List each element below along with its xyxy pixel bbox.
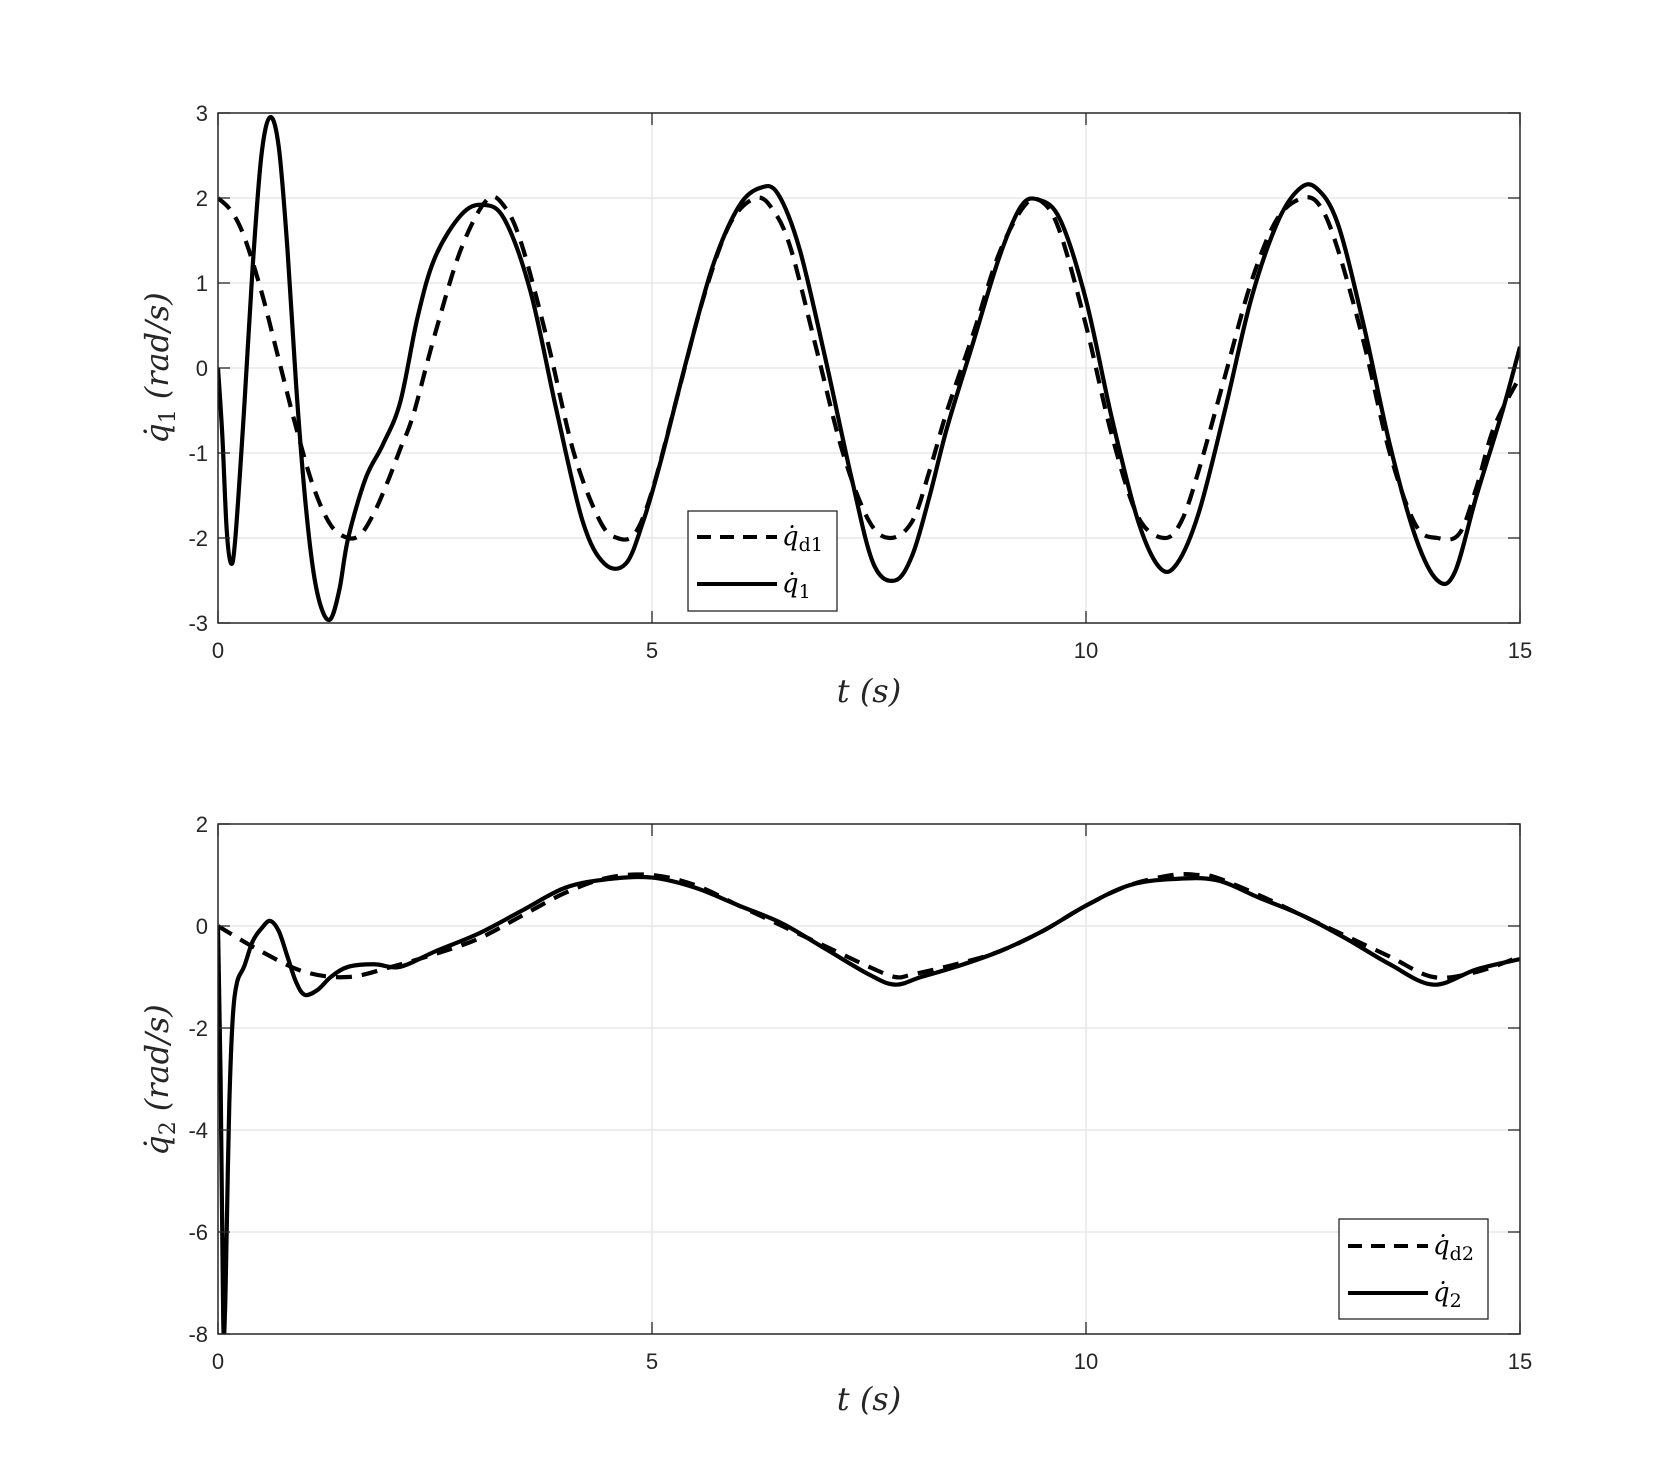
bottom-y-tick-label: -8 [188, 1322, 208, 1347]
top-x-tick-label: 5 [646, 638, 658, 663]
bottom-series-layer [218, 872, 1520, 1334]
top-series-desired-line [218, 194, 1520, 542]
bottom-legend-label-desired: q̇d2 [1433, 1231, 1474, 1265]
bottom-y-axis-label: q̇2(rad/s) [138, 1004, 181, 1156]
top-chart-panel: 0 5 10 15 -3 -2 -1 0 1 2 3 t (s) q̇1(rad/s) q̇d1 q… [138, 101, 1532, 710]
bottom-x-tick-label: 10 [1074, 1349, 1098, 1374]
top-legend-label-actual: q̇1 [782, 569, 811, 603]
bottom-y-tick-label: 2 [196, 812, 208, 837]
top-y-tick-label: -2 [188, 526, 208, 551]
bottom-x-tick-label: 15 [1508, 1349, 1532, 1374]
top-y-tick-label: 3 [196, 101, 208, 126]
bottom-axes-frame [217, 823, 1521, 1335]
bottom-ticks [217, 823, 1521, 1335]
bottom-chart-panel: 0 5 10 15 -8 -6 -4 -2 0 2 t (s) q̇2(rad/s) q̇d2 q… [138, 812, 1532, 1418]
top-series-layer [218, 115, 1520, 623]
bottom-x-tick-label: 5 [646, 1349, 658, 1374]
bottom-series-actual-line [218, 874, 1520, 1334]
top-x-tick-label: 15 [1508, 638, 1532, 663]
top-tick-labels: 0 5 10 15 -3 -2 -1 0 1 2 3 [188, 101, 1532, 663]
top-x-tick-label: 10 [1074, 638, 1098, 663]
bottom-x-tick-label: 0 [212, 1349, 224, 1374]
top-x-axis-label: t (s) [837, 672, 901, 710]
bottom-x-axis-label: t (s) [837, 1380, 901, 1418]
top-y-tick-label: 1 [196, 271, 208, 296]
bottom-plot-area [218, 824, 1520, 1334]
top-legend-box [687, 510, 838, 612]
bottom-y-tick-label: 0 [196, 914, 208, 939]
top-series-actual-line [218, 115, 1520, 623]
top-legend-label-desired: q̇d1 [782, 522, 823, 556]
bottom-grid [218, 824, 1520, 1334]
bottom-y-tick-label: -4 [188, 1118, 208, 1143]
top-y-tick-label: 2 [196, 186, 208, 211]
top-y-tick-label: 0 [196, 356, 208, 381]
top-x-tick-label: 0 [212, 638, 224, 663]
top-y-axis-label: q̇1(rad/s) [138, 292, 181, 444]
bottom-legend-box [1338, 1218, 1489, 1320]
top-y-tick-label: -1 [188, 441, 208, 466]
bottom-legend: q̇d2 q̇2 [1338, 1218, 1489, 1320]
bottom-tick-labels: 0 5 10 15 -8 -6 -4 -2 0 2 [188, 812, 1532, 1374]
bottom-y-tick-label: -2 [188, 1016, 208, 1041]
bottom-y-tick-label: -6 [188, 1220, 208, 1245]
top-grid [218, 113, 1520, 623]
top-y-tick-label: -3 [188, 611, 208, 636]
top-legend: q̇d1 q̇1 [687, 510, 838, 612]
bottom-legend-label-actual: q̇2 [1433, 1278, 1462, 1312]
top-ticks [217, 112, 1521, 624]
